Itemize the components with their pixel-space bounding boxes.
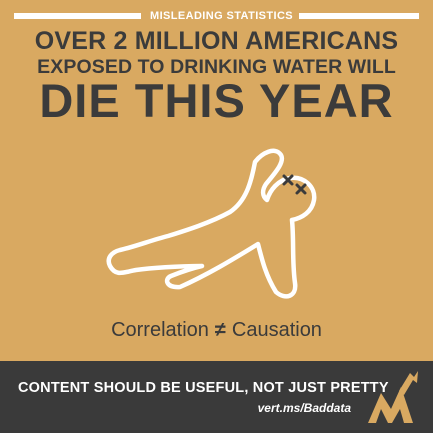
body-outline (106, 148, 317, 299)
footer-link[interactable]: vert.ms/Baddata (257, 401, 351, 415)
headline-line-2: EXPOSED TO DRINKING WATER WILL (37, 56, 396, 78)
kicker-rule-left (14, 13, 141, 19)
caption: Correlation ≠ Causation (0, 317, 433, 343)
header-kicker-bar: MISLEADING STATISTICS (14, 9, 419, 23)
caption-causation: Causation (231, 319, 322, 341)
x-eyes-icon (282, 174, 307, 195)
footer-tagline: CONTENT SHOULD BE USEFUL, NOT JUST PRETT… (18, 380, 389, 396)
not-equal-icon: ≠ (214, 319, 226, 341)
kicker-label: MISLEADING STATISTICS (150, 10, 294, 22)
headline-line-3: DIE THIS YEAR (39, 74, 394, 127)
footer-band: CONTENT SHOULD BE USEFUL, NOT JUST PRETT… (0, 361, 433, 433)
kicker-rule-right (299, 13, 419, 19)
vertical-measures-logo-icon (366, 369, 420, 425)
headline-line-1: OVER 2 MILLION AMERICANS (34, 27, 399, 55)
caption-correlation: Correlation (111, 319, 209, 341)
